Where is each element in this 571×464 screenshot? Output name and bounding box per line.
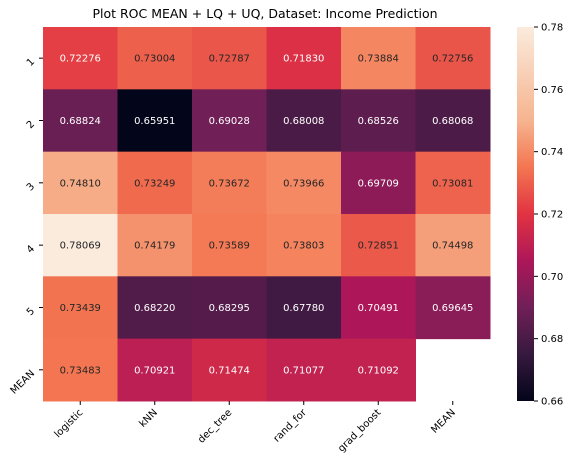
cell-value-label: 0.74810: [60, 178, 101, 189]
cell-value-label: 0.70491: [358, 303, 399, 314]
cell-value-label: 0.69645: [432, 303, 473, 314]
cell-value-label: 0.73589: [209, 241, 250, 252]
x-tick-label: dec_tree: [196, 407, 234, 445]
y-tick-label: MEAN: [9, 368, 37, 396]
cell-value-label: 0.73004: [134, 54, 175, 65]
colorbar-tick-label: 0.66: [541, 397, 563, 408]
cell-value-label: 0.73081: [432, 178, 473, 189]
cell-value-label: 0.72851: [358, 241, 399, 252]
y-tick-label: 5: [25, 306, 37, 318]
colorbar-tick-label: 0.76: [541, 85, 563, 96]
colorbar: [517, 27, 534, 401]
y-tick-label: 3: [25, 181, 37, 193]
heatmap-cell: [43, 151, 118, 215]
chart-title: Plot ROC MEAN + LQ + UQ, Dataset: Income…: [92, 6, 437, 21]
colorbar-tick-label: 0.70: [541, 272, 563, 283]
heatmap-cell: [43, 213, 118, 277]
cell-value-label: 0.71474: [209, 365, 250, 376]
heatmap-cell: [117, 338, 193, 402]
heatmap-cell: [43, 27, 118, 90]
cell-value-label: 0.68295: [209, 303, 250, 314]
cell-value-label: 0.78069: [60, 241, 101, 252]
heatmap-cell: [43, 89, 118, 153]
heatmap-cell: [192, 213, 267, 277]
y-tick-label: 1: [25, 57, 37, 69]
heatmap-cell: [415, 213, 491, 277]
cell-value-label: 0.71092: [358, 365, 399, 376]
cell-value-label: 0.68824: [60, 116, 101, 127]
x-tick-label: rand_for: [272, 407, 310, 445]
y-tick-label: 4: [25, 243, 37, 255]
cell-value-label: 0.74179: [134, 241, 175, 252]
cell-value-label: 0.70921: [134, 365, 175, 376]
heatmap-cell: [415, 151, 491, 215]
heatmap-cell: [266, 89, 342, 153]
cell-value-label: 0.73884: [358, 54, 399, 65]
heatmap-cell: [415, 27, 491, 90]
heatmap-cell: [117, 89, 193, 153]
cell-value-label: 0.69028: [209, 116, 250, 127]
heatmap-cell: [341, 276, 416, 340]
x-tick-label: grad_boost: [336, 407, 383, 454]
heatmap-cell: [117, 213, 193, 277]
heatmap-cell: [415, 276, 491, 340]
heatmap-cell: [341, 27, 416, 90]
cell-value-label: 0.73966: [283, 178, 324, 189]
heatmap-cell: [341, 151, 416, 215]
cell-value-label: 0.72276: [60, 54, 101, 65]
heatmap-cell: [117, 151, 193, 215]
heatmap-cell: [43, 338, 118, 402]
cell-value-label: 0.73483: [60, 365, 101, 376]
heatmap-cell: [266, 276, 342, 340]
colorbar-tick-label: 0.68: [541, 334, 563, 345]
x-tick-label: kNN: [137, 407, 159, 429]
cell-value-label: 0.72787: [209, 54, 250, 65]
heatmap-cell: [266, 27, 342, 90]
heatmap-cell: [341, 89, 416, 153]
colorbar-tick-label: 0.72: [541, 210, 563, 221]
cell-value-label: 0.74498: [432, 241, 473, 252]
heatmap-cell: [192, 338, 267, 402]
colorbar-tick-label: 0.78: [541, 23, 563, 34]
cell-value-label: 0.72756: [432, 54, 473, 65]
cell-value-label: 0.71077: [283, 365, 324, 376]
cell-value-label: 0.73439: [60, 303, 101, 314]
heatmap-cell: [117, 276, 193, 340]
cell-value-label: 0.68008: [283, 116, 324, 127]
cell-value-label: 0.68068: [432, 116, 473, 127]
cell-value-label: 0.69709: [358, 178, 399, 189]
colorbar-tick-label: 0.74: [541, 147, 563, 158]
heatmap-cell: [192, 151, 267, 215]
heatmap-cell: [266, 151, 342, 215]
heatmap-cell: [192, 27, 267, 90]
cell-value-label: 0.67780: [283, 303, 324, 314]
x-tick-label: logistic: [53, 407, 86, 440]
cell-value-label: 0.73672: [209, 178, 250, 189]
heatmap-cell: [341, 338, 416, 402]
heatmap-cell: [192, 276, 267, 340]
heatmap-cell: [415, 89, 491, 153]
y-tick-label: 2: [25, 119, 37, 131]
cell-value-label: 0.71830: [283, 54, 324, 65]
cell-value-label: 0.73803: [283, 241, 324, 252]
x-tick-label: MEAN: [429, 407, 457, 435]
heatmap-cell: [192, 89, 267, 153]
cell-value-label: 0.68526: [358, 116, 399, 127]
heatmap-cell: [266, 338, 342, 402]
heatmap-cell: [266, 213, 342, 277]
heatmap-cell: [43, 276, 118, 340]
cell-value-label: 0.68220: [134, 303, 175, 314]
heatmap-cell: [341, 213, 416, 277]
heatmap-cell: [117, 27, 193, 90]
cell-value-label: 0.73249: [134, 178, 175, 189]
cell-value-label: 0.65951: [134, 116, 175, 127]
